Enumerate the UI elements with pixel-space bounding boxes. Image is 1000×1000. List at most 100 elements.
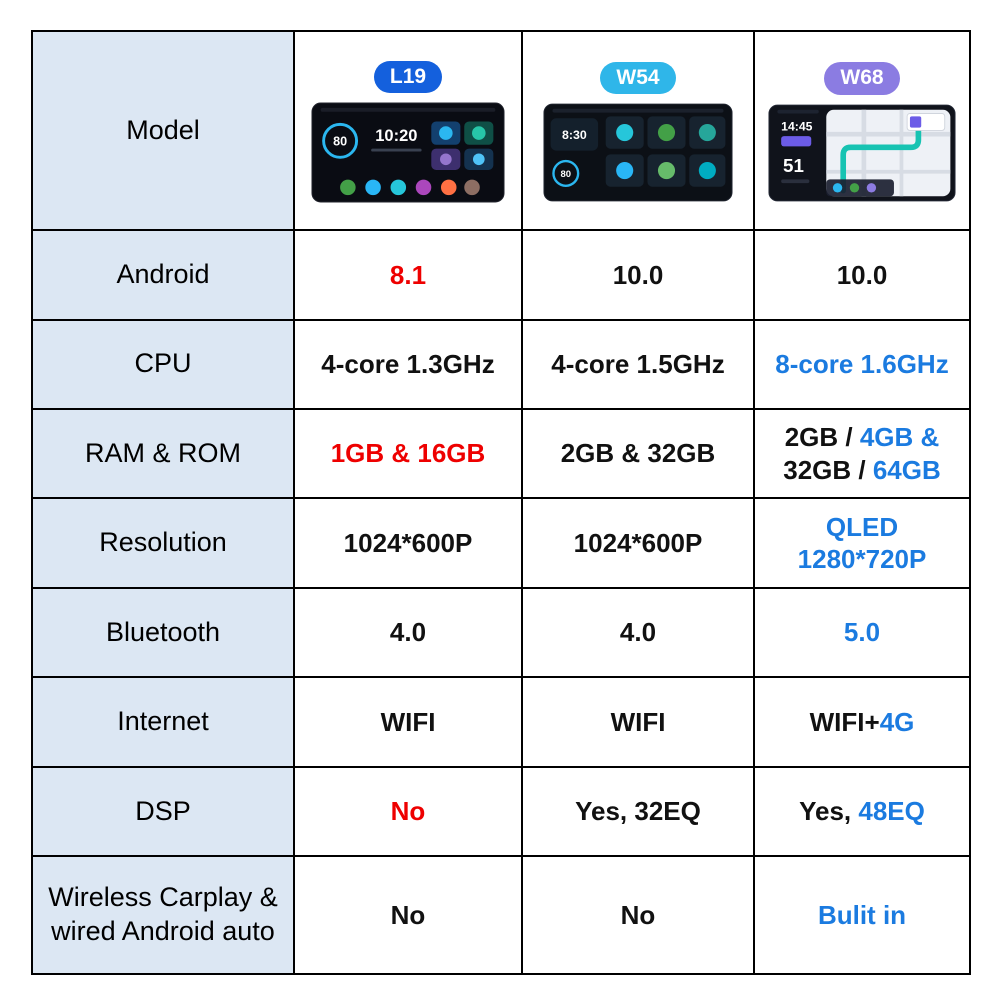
- cell-android-w68: 10.0: [753, 229, 971, 321]
- value-line: 4.0: [299, 616, 517, 649]
- value-segment: 4.0: [389, 617, 427, 648]
- value-line: WIFI: [299, 706, 517, 739]
- cell-cpu-w68: 8-core 1.6GHz: [753, 318, 971, 410]
- value-segment: 1024*600P: [343, 527, 473, 558]
- cell-resolution-w54: 1024*600P: [521, 497, 755, 589]
- value-segment: Yes,: [799, 796, 859, 827]
- value-segment: WIFI+: [809, 706, 880, 737]
- row-label-wireless-carplay-wired-android-auto: Wireless Carplay & wired Android auto: [31, 855, 295, 975]
- row-label-ram-rom: RAM & ROM: [31, 407, 295, 500]
- value-line: 4-core 1.3GHz: [299, 348, 517, 381]
- row-bluetooth: Bluetooth 4.0 4.0 5.0: [31, 586, 971, 679]
- value-segment: 4.0: [619, 617, 657, 648]
- value-line: 2GB & 32GB: [527, 437, 749, 470]
- row-ram-rom: RAM & ROM 1GB & 16GB 2GB & 32GB 2GB / 4GB &…: [31, 407, 971, 500]
- value-line: 1280*720P: [759, 543, 965, 576]
- value-line: WIFI+4G: [759, 706, 965, 739]
- model-cell-w54: W54 8:30 80: [521, 29, 755, 232]
- value-segment: 4G: [879, 706, 915, 737]
- product-image-l19: 80 10:20: [311, 102, 505, 203]
- value-segment: WIFI: [610, 706, 666, 737]
- row-label-resolution: Resolution: [31, 497, 295, 589]
- value-line: 5.0: [759, 616, 965, 649]
- w68-screen-clock: 14:45: [781, 119, 812, 133]
- row-cpu: CPU 4-core 1.3GHz 4-core 1.5GHz 8-core 1.6G…: [31, 318, 971, 410]
- row-label-bluetooth: Bluetooth: [31, 586, 295, 679]
- cell-resolution-l19: 1024*600P: [293, 497, 523, 589]
- value-segment: 1GB & 16GB: [330, 438, 486, 469]
- badge-w54: W54: [600, 61, 676, 95]
- cell-android-l19: 8.1: [293, 229, 523, 321]
- w54-screen-gauge: 80: [561, 169, 572, 180]
- cell-dsp-w54: Yes, 32EQ: [521, 765, 755, 858]
- row-wireless-carplay-wired-android-auto: Wireless Carplay & wired Android auto No N…: [31, 855, 971, 975]
- comparison-table: Model L19 80 10:20: [31, 29, 971, 975]
- cell-ram-rom-w54: 2GB & 32GB: [521, 407, 755, 500]
- cell-internet-w68: WIFI+4G: [753, 676, 971, 768]
- value-line: 1GB & 16GB: [299, 437, 517, 470]
- value-segment: 5.0: [843, 617, 881, 648]
- value-segment: 2GB /: [784, 422, 860, 453]
- value-line: 4.0: [527, 616, 749, 649]
- product-image-w68: 14:45 51: [768, 104, 956, 202]
- row-resolution: Resolution 1024*600P 1024*600P QLED 1280*720…: [31, 497, 971, 589]
- value-segment: 64GB: [872, 454, 941, 485]
- model-cell-l19: L19 80 10:20: [293, 29, 523, 232]
- cell-internet-w54: WIFI: [521, 676, 755, 768]
- value-segment: No: [390, 796, 426, 827]
- row-label-android: Android: [31, 229, 295, 321]
- value-line: 1024*600P: [527, 527, 749, 560]
- badge-w68: W68: [824, 62, 900, 95]
- value-line: WIFI: [527, 706, 749, 739]
- row-android: Android 8.1 10.0 10.0: [31, 229, 971, 321]
- value-line: Yes, 48EQ: [759, 795, 965, 828]
- model-row: Model L19 80 10:20: [31, 29, 971, 232]
- row-label-internet: Internet: [31, 676, 295, 768]
- value-line: No: [299, 899, 517, 932]
- value-segment: 10.0: [612, 259, 664, 290]
- row-label-dsp: DSP: [31, 765, 295, 858]
- cell-cpu-w54: 4-core 1.5GHz: [521, 318, 755, 410]
- value-segment: 1280*720P: [797, 544, 927, 575]
- value-line: 8.1: [299, 259, 517, 292]
- l19-screen-gauge: 80: [333, 135, 347, 149]
- cell-dsp-l19: No: [293, 765, 523, 858]
- value-segment: 8-core 1.6GHz: [775, 349, 949, 379]
- cell-ram-rom-w68: 2GB / 4GB & 32GB / 64GB: [753, 407, 971, 500]
- cell-bluetooth-w68: 5.0: [753, 586, 971, 679]
- value-segment: Bulit in: [817, 899, 907, 930]
- value-line: 32GB / 64GB: [759, 454, 965, 487]
- value-line: 2GB / 4GB &: [759, 421, 965, 454]
- cell-bluetooth-l19: 4.0: [293, 586, 523, 679]
- value-line: No: [527, 899, 749, 932]
- value-segment: 4-core 1.5GHz: [551, 349, 725, 379]
- product-image-w54: 8:30 80: [543, 103, 733, 202]
- w68-screen-speed: 51: [783, 154, 804, 175]
- value-line: 4-core 1.5GHz: [527, 348, 749, 381]
- value-segment: 1024*600P: [573, 527, 703, 558]
- value-segment: 2GB & 32GB: [560, 438, 716, 469]
- row-internet: Internet WIFI WIFI WIFI+4G: [31, 676, 971, 768]
- cell-internet-l19: WIFI: [293, 676, 523, 768]
- value-line: QLED: [759, 511, 965, 544]
- value-line: 10.0: [759, 259, 965, 292]
- cell-wireless-carplay-wired-android-auto-w68: Bulit in: [753, 855, 971, 975]
- l19-screen-clock: 10:20: [375, 127, 417, 145]
- row-label-cpu: CPU: [31, 318, 295, 410]
- value-segment: No: [390, 899, 426, 930]
- value-segment: WIFI: [380, 706, 436, 737]
- value-segment: 4GB &: [859, 422, 940, 453]
- row-label-model: Model: [31, 29, 295, 232]
- model-cell-w68: W68 14:45 51: [753, 29, 971, 232]
- value-segment: 32GB /: [783, 454, 873, 485]
- cell-wireless-carplay-wired-android-auto-l19: No: [293, 855, 523, 975]
- value-line: No: [299, 795, 517, 828]
- w54-screen-clock: 8:30: [562, 128, 587, 142]
- value-segment: QLED: [825, 511, 899, 542]
- value-segment: Yes, 32EQ: [575, 796, 701, 827]
- cell-dsp-w68: Yes, 48EQ: [753, 765, 971, 858]
- spec-rows: Android 8.1 10.0 10.0 CPU 4-core 1.3GHz 4-core…: [31, 229, 971, 975]
- value-segment: No: [620, 899, 656, 930]
- cell-android-w54: 10.0: [521, 229, 755, 321]
